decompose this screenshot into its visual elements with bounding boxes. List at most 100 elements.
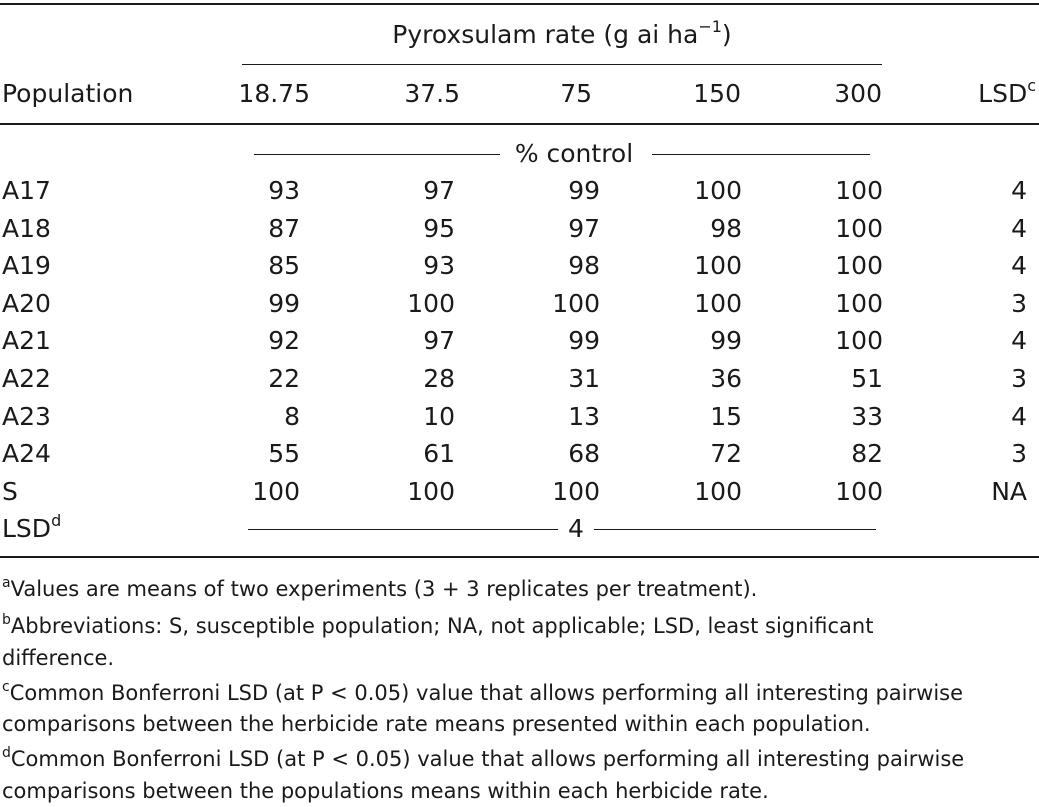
lsd-cell: 4 — [1011, 251, 1027, 280]
value-cell: 100 — [835, 289, 883, 318]
rate-header-2: 37.5 — [404, 79, 460, 108]
population-cell: A17 — [2, 176, 51, 205]
value-cell: 100 — [694, 251, 742, 280]
spanner-superscript: −1 — [698, 16, 722, 36]
lsd-cell: 4 — [1011, 214, 1027, 243]
value-cell: 99 — [710, 326, 742, 355]
footnote-d-cont: comparisons between the populations mean… — [2, 779, 769, 803]
population-cell: A22 — [2, 364, 51, 393]
unit-label: % control — [514, 139, 634, 168]
population-cell: A21 — [2, 326, 51, 355]
value-cell: 28 — [423, 364, 455, 393]
lsd-cell: 3 — [1011, 439, 1027, 468]
value-cell: 99 — [268, 289, 300, 318]
value-cell: 72 — [710, 439, 742, 468]
population-cell: A19 — [2, 251, 51, 280]
value-cell: 100 — [694, 477, 742, 506]
value-cell: 100 — [835, 477, 883, 506]
lsd-row-value: 4 — [568, 514, 584, 543]
value-cell: 15 — [710, 402, 742, 431]
spanner-close: ) — [721, 20, 732, 49]
footnote-d-line1: Common Bonferroni LSD (at P < 0.05) valu… — [10, 747, 965, 771]
value-cell: 100 — [835, 176, 883, 205]
spanner-text: Pyroxsulam rate (g ai ha — [392, 20, 699, 49]
population-cell: A24 — [2, 439, 51, 468]
bottom-rule — [0, 556, 1039, 558]
rate-header-3: 75 — [560, 79, 592, 108]
lsd-cell: 3 — [1011, 364, 1027, 393]
lsd-cell: 4 — [1011, 176, 1027, 205]
value-cell: 100 — [552, 477, 600, 506]
footnote-a-text: Values are means of two experiments (3 +… — [10, 577, 758, 601]
population-header: Population — [2, 79, 134, 108]
value-cell: 61 — [423, 439, 455, 468]
lsd-header: LSDc — [926, 75, 1036, 109]
rate-header-5: 300 — [834, 79, 882, 108]
footnote-a-mark: a — [2, 575, 11, 591]
lsd-header-label: LSD — [978, 79, 1028, 108]
value-cell: 97 — [568, 214, 600, 243]
value-cell: 98 — [568, 251, 600, 280]
lsd-dash-right — [594, 529, 876, 530]
lsd-dash-left — [248, 529, 558, 530]
lsd-row-label-text: LSD — [2, 514, 52, 543]
footnote-d: dCommon Bonferroni LSD (at P < 0.05) val… — [2, 744, 964, 775]
footnote-c-mark: c — [2, 679, 10, 695]
population-cell: A18 — [2, 214, 51, 243]
lsd-cell: 4 — [1011, 326, 1027, 355]
value-cell: 68 — [568, 439, 600, 468]
value-cell: 100 — [552, 289, 600, 318]
value-cell: 87 — [268, 214, 300, 243]
value-cell: 92 — [268, 326, 300, 355]
value-cell: 22 — [268, 364, 300, 393]
value-cell: 97 — [423, 326, 455, 355]
value-cell: 93 — [268, 176, 300, 205]
population-cell: A23 — [2, 402, 51, 431]
footnote-c-cont: comparisons between the herbicide rate m… — [2, 712, 871, 736]
footnote-b-mark: b — [2, 612, 11, 628]
lsd-row-label: LSDd — [2, 510, 62, 544]
lsd-header-superscript: c — [1027, 75, 1036, 95]
value-cell: 95 — [423, 214, 455, 243]
spanner-header: Pyroxsulam rate (g ai ha−1) — [242, 16, 882, 50]
spanner-rule — [242, 64, 882, 65]
value-cell: 33 — [851, 402, 883, 431]
value-cell: 100 — [835, 326, 883, 355]
top-rule — [0, 3, 1039, 5]
value-cell: 100 — [835, 251, 883, 280]
value-cell: 31 — [568, 364, 600, 393]
population-cell: A20 — [2, 289, 51, 318]
value-cell: 100 — [694, 176, 742, 205]
unit-dash-right — [652, 154, 870, 155]
lsd-row-superscript: d — [51, 510, 62, 530]
footnote-d-mark: d — [2, 745, 11, 761]
value-cell: 100 — [694, 289, 742, 318]
footnote-b-line1: Abbreviations: S, susceptible population… — [10, 614, 874, 638]
unit-dash-left — [254, 154, 500, 155]
value-cell: 8 — [284, 402, 300, 431]
footnote-b-cont: difference. — [2, 646, 115, 670]
value-cell: 10 — [423, 402, 455, 431]
value-cell: 93 — [423, 251, 455, 280]
population-cell: S — [2, 477, 18, 506]
value-cell: 99 — [568, 326, 600, 355]
value-cell: 36 — [710, 364, 742, 393]
footnote-c: cCommon Bonferroni LSD (at P < 0.05) val… — [2, 678, 963, 709]
value-cell: 100 — [835, 214, 883, 243]
rate-header-1: 18.75 — [238, 79, 310, 108]
lsd-cell: 4 — [1011, 402, 1027, 431]
lsd-cell: NA — [991, 477, 1027, 506]
value-cell: 51 — [851, 364, 883, 393]
value-cell: 100 — [252, 477, 300, 506]
footnote-c-line1: Common Bonferroni LSD (at P < 0.05) valu… — [9, 681, 964, 705]
value-cell: 82 — [851, 439, 883, 468]
value-cell: 13 — [568, 402, 600, 431]
rate-header-4: 150 — [693, 79, 741, 108]
value-cell: 97 — [423, 176, 455, 205]
value-cell: 55 — [268, 439, 300, 468]
footnote-b: bAbbreviations: S, susceptible populatio… — [2, 611, 873, 642]
header-rule — [0, 123, 1039, 125]
lsd-cell: 3 — [1011, 289, 1027, 318]
value-cell: 99 — [568, 176, 600, 205]
footnote-a: aValues are means of two experiments (3 … — [2, 574, 757, 605]
